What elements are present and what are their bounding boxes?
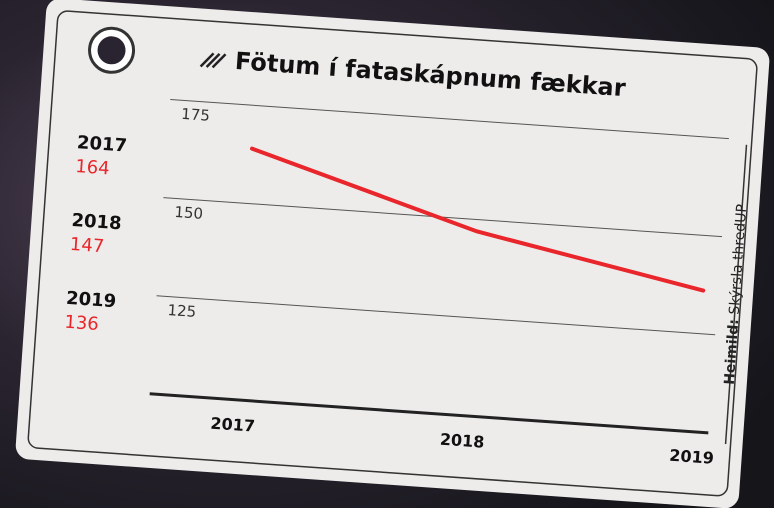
x-tick-label: 2017	[210, 414, 256, 436]
y-tick-label: 150	[174, 203, 204, 223]
side-year: 2018	[71, 210, 122, 234]
y-tick-label: 175	[181, 105, 211, 125]
card: Fötum í fataskápnum fækkar Heimild: Skýr…	[15, 0, 770, 508]
x-tick-label: 2019	[669, 446, 715, 468]
side-year: 2017	[76, 132, 127, 156]
side-value: 164	[75, 156, 111, 179]
side-year: 2019	[65, 288, 116, 312]
page: {"chart_data": {"type": "line", "title":…	[0, 0, 774, 508]
chart: Fötum í fataskápnum fækkar Heimild: Skýr…	[0, 0, 774, 508]
side-value: 147	[69, 234, 105, 257]
side-value: 136	[64, 312, 100, 335]
x-tick-label: 2018	[439, 430, 485, 452]
y-tick-label: 125	[167, 301, 197, 321]
